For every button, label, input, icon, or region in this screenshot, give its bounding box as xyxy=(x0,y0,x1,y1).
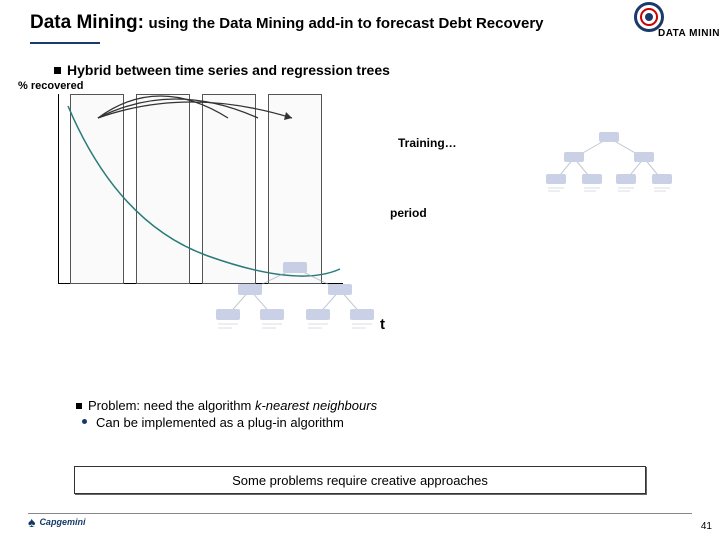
training-label: Training… xyxy=(398,136,457,150)
problem-sub-text: Can be implemented as a plug-in algorith… xyxy=(96,415,344,430)
tree-thumbnail xyxy=(210,260,380,340)
decay-curve xyxy=(58,94,343,284)
callout-box: Some problems require creative approache… xyxy=(74,466,646,494)
tree-thumbnail xyxy=(544,130,674,200)
footer-rule xyxy=(28,513,692,514)
bullet-problem: Problem: need the algorithm k-nearest ne… xyxy=(76,398,377,430)
title-rule xyxy=(30,42,100,44)
footer-logo: ♠ Capgemini xyxy=(28,514,85,530)
title-main: Data Mining: xyxy=(30,12,144,33)
spade-icon: ♠ xyxy=(28,514,35,530)
callout-text: Some problems require creative approache… xyxy=(232,473,488,488)
decay-curve-path xyxy=(68,106,340,276)
bullet-square-icon xyxy=(76,403,82,409)
bullet-hybrid: Hybrid between time series and regressio… xyxy=(54,62,390,78)
title-sub: using the Data Mining add-in to forecast… xyxy=(148,15,543,32)
footer-brand: Capgemini xyxy=(39,517,85,527)
problem-text-prefix: Problem: need the algorithm xyxy=(88,398,255,413)
bullet-square-icon xyxy=(54,67,61,74)
t-axis-label: t xyxy=(380,316,385,333)
page-number: 41 xyxy=(701,521,712,532)
arrowhead-icon xyxy=(284,112,292,120)
problem-text-italic: k-nearest neighbours xyxy=(255,398,377,413)
bullet-problem-sub: Can be implemented as a plug-in algorith… xyxy=(76,415,377,430)
section-label: DATA MININ xyxy=(658,28,720,39)
bullet-dot-icon xyxy=(82,419,87,424)
training-arcs xyxy=(58,82,343,122)
arc xyxy=(98,102,292,118)
slide-header: Data Mining: using the Data Mining add-i… xyxy=(30,12,720,34)
bullet-hybrid-text: Hybrid between time series and regressio… xyxy=(67,62,390,78)
period-label: period xyxy=(390,206,427,220)
